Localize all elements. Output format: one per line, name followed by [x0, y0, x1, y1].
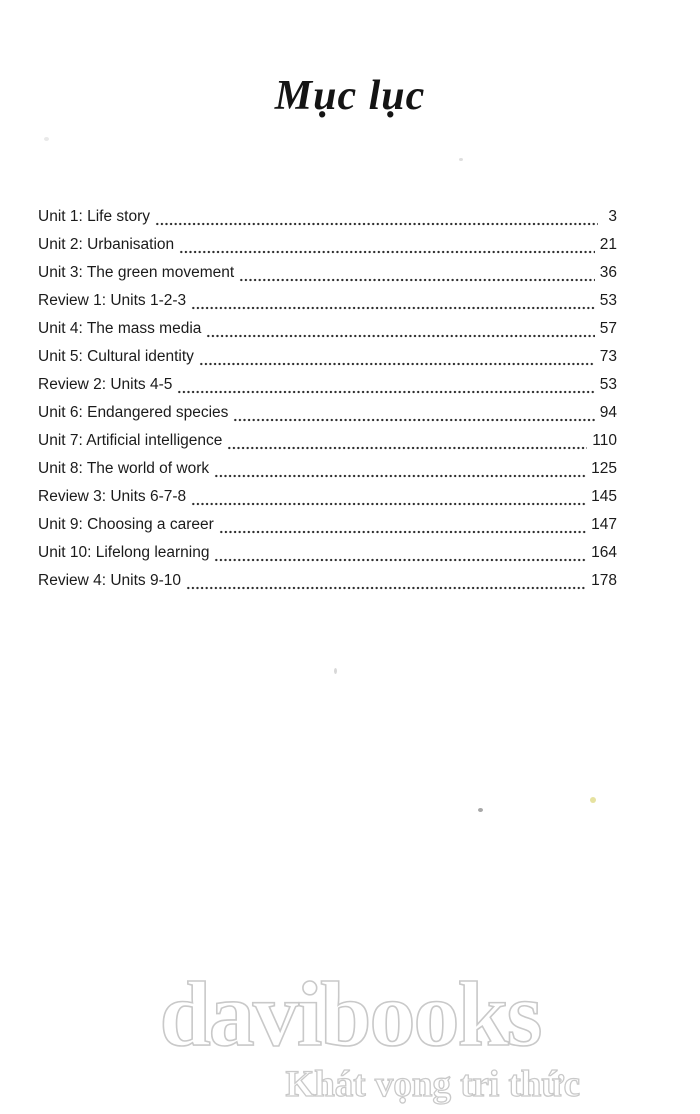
- scan-speck: [459, 158, 463, 161]
- toc-item-label: Unit 5: Cultural identity: [38, 348, 194, 365]
- toc-page-number: 164: [591, 544, 617, 561]
- toc-page-number: 73: [599, 348, 617, 365]
- toc-row: Unit 6: Endangered species 94: [38, 399, 617, 427]
- toc-page-number: 147: [591, 516, 617, 533]
- toc-leader-dots: [179, 231, 595, 259]
- toc-leader-dots: [214, 455, 587, 483]
- toc-row: Unit 2: Urbanisation 21: [38, 231, 617, 259]
- toc-row: Unit 7: Artificial intelligence 110: [38, 427, 617, 455]
- toc-leader-dots: [191, 483, 587, 511]
- toc-page-number: 94: [599, 404, 617, 421]
- toc-item-label: Unit 7: Artificial intelligence: [38, 432, 223, 449]
- toc-row: Review 4: Units 9-10 178: [38, 567, 617, 595]
- toc-row: Review 2: Units 4-5 53: [38, 371, 617, 399]
- watermark-brand: davibooks: [159, 963, 543, 1065]
- toc-page-number: 125: [591, 460, 617, 477]
- toc-leader-dots: [186, 567, 587, 595]
- toc-item-label: Review 4: Units 9-10: [38, 572, 182, 589]
- toc-row: Unit 8: The world of work 125: [38, 455, 617, 483]
- toc-page-number: 3: [608, 208, 617, 225]
- toc-leader-dots: [218, 511, 587, 539]
- toc-page-number: 57: [599, 320, 617, 337]
- toc-row: Unit 3: The green movement 36: [38, 259, 617, 287]
- toc-leader-dots: [206, 315, 595, 343]
- toc-item-label: Review 1: Units 1-2-3: [38, 292, 187, 309]
- scan-speck: [334, 668, 337, 674]
- toc-list: Unit 1: Life story 3 Unit 2: Urbanisation 2…: [38, 203, 617, 595]
- toc-row: Unit 5: Cultural identity 73: [38, 343, 617, 371]
- toc-item-label: Unit 6: Endangered species: [38, 404, 229, 421]
- toc-page-number: 110: [592, 432, 617, 449]
- toc-row: Unit 4: The mass media 57: [38, 315, 617, 343]
- toc-row: Unit 9: Choosing a career 147: [38, 511, 617, 539]
- toc-leader-dots: [233, 399, 595, 427]
- toc-item-label: Unit 9: Choosing a career: [38, 516, 214, 533]
- toc-item-label: Unit 4: The mass media: [38, 320, 202, 337]
- toc-page-number: 145: [591, 488, 617, 505]
- scan-speck: [478, 808, 483, 812]
- page-title: Mục lục: [274, 73, 426, 119]
- toc-row: Unit 1: Life story 3: [38, 203, 617, 231]
- toc-leader-dots: [191, 287, 595, 315]
- toc-item-label: Unit 3: The green movement: [38, 264, 235, 281]
- toc-item-label: Review 2: Units 4-5: [38, 376, 173, 393]
- toc-page-number: 178: [591, 572, 617, 589]
- toc-leader-dots: [198, 343, 595, 371]
- toc-row: Unit 10: Lifelong learning 164: [38, 539, 617, 567]
- toc-item-label: Unit 1: Life story: [38, 208, 150, 225]
- toc-item-label: Review 3: Units 6-7-8: [38, 488, 187, 505]
- scan-speck: [590, 797, 596, 803]
- watermark-tagline: Khát vọng tri thức: [285, 1064, 581, 1105]
- toc-leader-dots: [214, 539, 587, 567]
- toc-item-label: Unit 2: Urbanisation: [38, 236, 175, 253]
- toc-page-number: 21: [599, 236, 617, 253]
- toc-page-number: 53: [599, 376, 617, 393]
- toc-leader-dots: [227, 427, 588, 455]
- toc-page-number: 36: [599, 264, 617, 281]
- toc-leader-dots: [239, 259, 595, 287]
- toc-leader-dots: [155, 203, 598, 231]
- toc-leader-dots: [177, 371, 595, 399]
- toc-item-label: Unit 10: Lifelong learning: [38, 544, 210, 561]
- scan-speck: [44, 137, 49, 141]
- toc-row: Review 1: Units 1-2-3 53: [38, 287, 617, 315]
- toc-page-number: 53: [599, 292, 617, 309]
- toc-item-label: Unit 8: The world of work: [38, 460, 210, 477]
- toc-row: Review 3: Units 6-7-8 145: [38, 483, 617, 511]
